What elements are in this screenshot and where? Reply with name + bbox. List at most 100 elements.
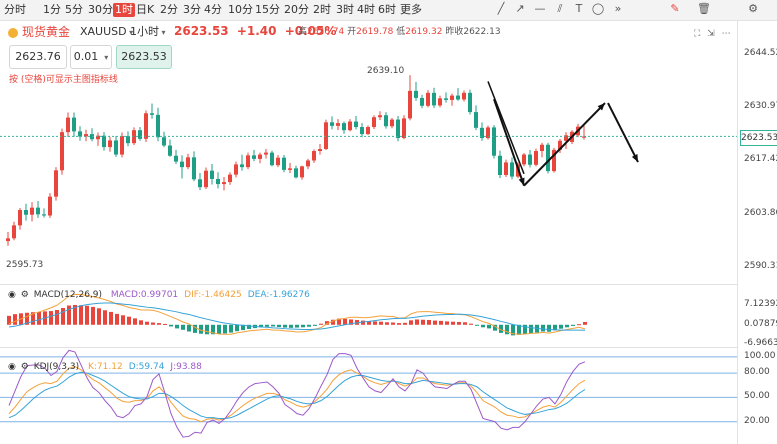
macd-histogram-bar	[109, 311, 113, 325]
macd-histogram-bar	[295, 324, 299, 328]
text-icon[interactable]: T	[575, 2, 583, 15]
candle-body	[96, 135, 100, 140]
sell-price-button[interactable]: 2623.76	[9, 45, 67, 69]
candle-body	[216, 178, 220, 185]
brush-icon[interactable]: ✎	[670, 2, 680, 15]
symbol-code[interactable]: XAUUSD ▾	[80, 24, 133, 40]
channel-icon[interactable]: ⫽	[557, 2, 563, 15]
kdj-tick: 80.00	[744, 367, 770, 378]
prev-close-value: 2622.13	[463, 27, 501, 37]
timeframe-15[interactable]: 6时	[378, 3, 396, 16]
timeframe-5[interactable]: 日K	[136, 3, 155, 16]
candle-body	[426, 92, 430, 106]
panel-divider	[0, 284, 738, 285]
macd-histogram-bar	[301, 324, 305, 328]
macd-histogram-bar	[529, 324, 533, 334]
more-icon[interactable]: ⋯	[721, 29, 731, 39]
price-tick: 2644.52	[744, 47, 777, 58]
settings-icon[interactable]: ⚙	[20, 362, 29, 372]
legend-dif: DIF:-1.46425	[184, 290, 242, 300]
macd-histogram-bar	[247, 324, 251, 329]
timeframe-16[interactable]: 更多	[400, 3, 422, 16]
macd-histogram-bar	[493, 324, 497, 331]
drawn-trend-line	[607, 102, 639, 163]
open-value: 2619.78	[356, 27, 394, 37]
macd-histogram-bar	[205, 324, 209, 335]
candle-body	[126, 136, 130, 144]
candle-body	[372, 117, 376, 128]
settings-icon[interactable]: ⚙	[20, 290, 29, 300]
macd-histogram-bar	[199, 324, 203, 334]
trendline-icon[interactable]: ╱	[497, 2, 505, 15]
high-annotation: 2639.10	[367, 63, 404, 79]
candle-body	[408, 90, 412, 119]
fit-icon[interactable]: ⇲	[707, 29, 715, 39]
timeframe-2[interactable]: 5分	[65, 3, 83, 16]
macd-histogram-bar	[139, 320, 143, 325]
settings-icon[interactable]: ⚙	[748, 2, 758, 15]
fullscreen-icon[interactable]: ⛶	[694, 29, 701, 39]
candle-body	[354, 121, 358, 128]
interval-select[interactable]: 1小时 ▾	[130, 24, 166, 40]
low-annotation: 2595.73	[6, 257, 43, 273]
ellipse-icon[interactable]: ◯	[591, 2, 605, 15]
macd-histogram-bar	[223, 324, 227, 334]
candle-body	[192, 157, 196, 180]
timeframe-1[interactable]: 1分	[43, 3, 61, 16]
kdj-j-line	[8, 349, 586, 438]
candle-body	[144, 113, 148, 139]
kdj-title-row: ◉ ⚙ KDJ(9,3,3) K:71.12 D:59.74 J:93.88	[8, 360, 202, 374]
candle-body	[402, 118, 406, 139]
kdj-tick: 20.00	[744, 415, 770, 426]
macd-histogram-bar	[127, 316, 131, 325]
trash-icon[interactable]: 🗑	[697, 2, 711, 15]
horizontal-line-icon[interactable]: —	[534, 2, 546, 15]
timeframe-11[interactable]: 20分	[284, 3, 309, 16]
macd-histogram-bar	[211, 324, 215, 335]
timeframe-6[interactable]: 2分	[160, 3, 178, 16]
candle-body	[474, 112, 478, 128]
timeframe-9[interactable]: 10分	[228, 3, 253, 16]
macd-histogram-bar	[181, 324, 185, 330]
timeframe-4[interactable]: 1时	[113, 3, 135, 17]
high-annotation-value: 2639.10	[367, 66, 405, 76]
macd-histogram-bar	[463, 322, 467, 325]
macd-histogram-bar	[517, 324, 521, 335]
drawn-trend-line	[487, 81, 525, 175]
timeframe-12[interactable]: 2时	[313, 3, 331, 16]
timeframe-8[interactable]: 4分	[204, 3, 222, 16]
macd-histogram-bar	[367, 321, 371, 325]
lot-input[interactable]: 0.01 ▾	[70, 45, 112, 69]
candle-body	[198, 179, 202, 188]
candle-body	[102, 135, 106, 148]
candle-body	[456, 95, 460, 100]
buy-price-button[interactable]: 2623.53	[116, 45, 172, 69]
candle-body	[366, 127, 370, 135]
timeframe-3[interactable]: 30分	[88, 3, 113, 16]
ray-icon[interactable]: ↗	[515, 2, 525, 15]
candle-body	[66, 117, 70, 133]
candle-body	[552, 149, 556, 172]
timeframe-10[interactable]: 15分	[255, 3, 280, 16]
macd-histogram-bar	[379, 321, 383, 325]
macd-histogram-bar	[13, 314, 17, 325]
timeframe-0[interactable]: 分时	[4, 3, 26, 16]
candle-body	[534, 151, 538, 165]
timeframe-7[interactable]: 3分	[183, 3, 201, 16]
prev-close-label: 昨收	[445, 27, 464, 37]
chevron-down-icon: ▾	[159, 28, 166, 37]
eye-icon[interactable]: ◉	[8, 290, 16, 300]
gold-icon	[8, 28, 18, 38]
eye-icon[interactable]: ◉	[8, 362, 16, 372]
timeframe-14[interactable]: 4时	[357, 3, 375, 16]
macd-histogram-bar	[289, 324, 293, 328]
timeframe-13[interactable]: 3时	[336, 3, 354, 16]
arrow-head-icon	[518, 177, 525, 186]
kdj-title: KDJ(9,3,3)	[33, 362, 80, 372]
collapse-icon[interactable]: »	[614, 2, 622, 15]
candle-body	[258, 154, 262, 159]
macd-histogram-bar	[403, 322, 407, 325]
macd-histogram-bar	[433, 320, 437, 325]
symbol-name[interactable]: 现货黄金	[22, 24, 70, 40]
